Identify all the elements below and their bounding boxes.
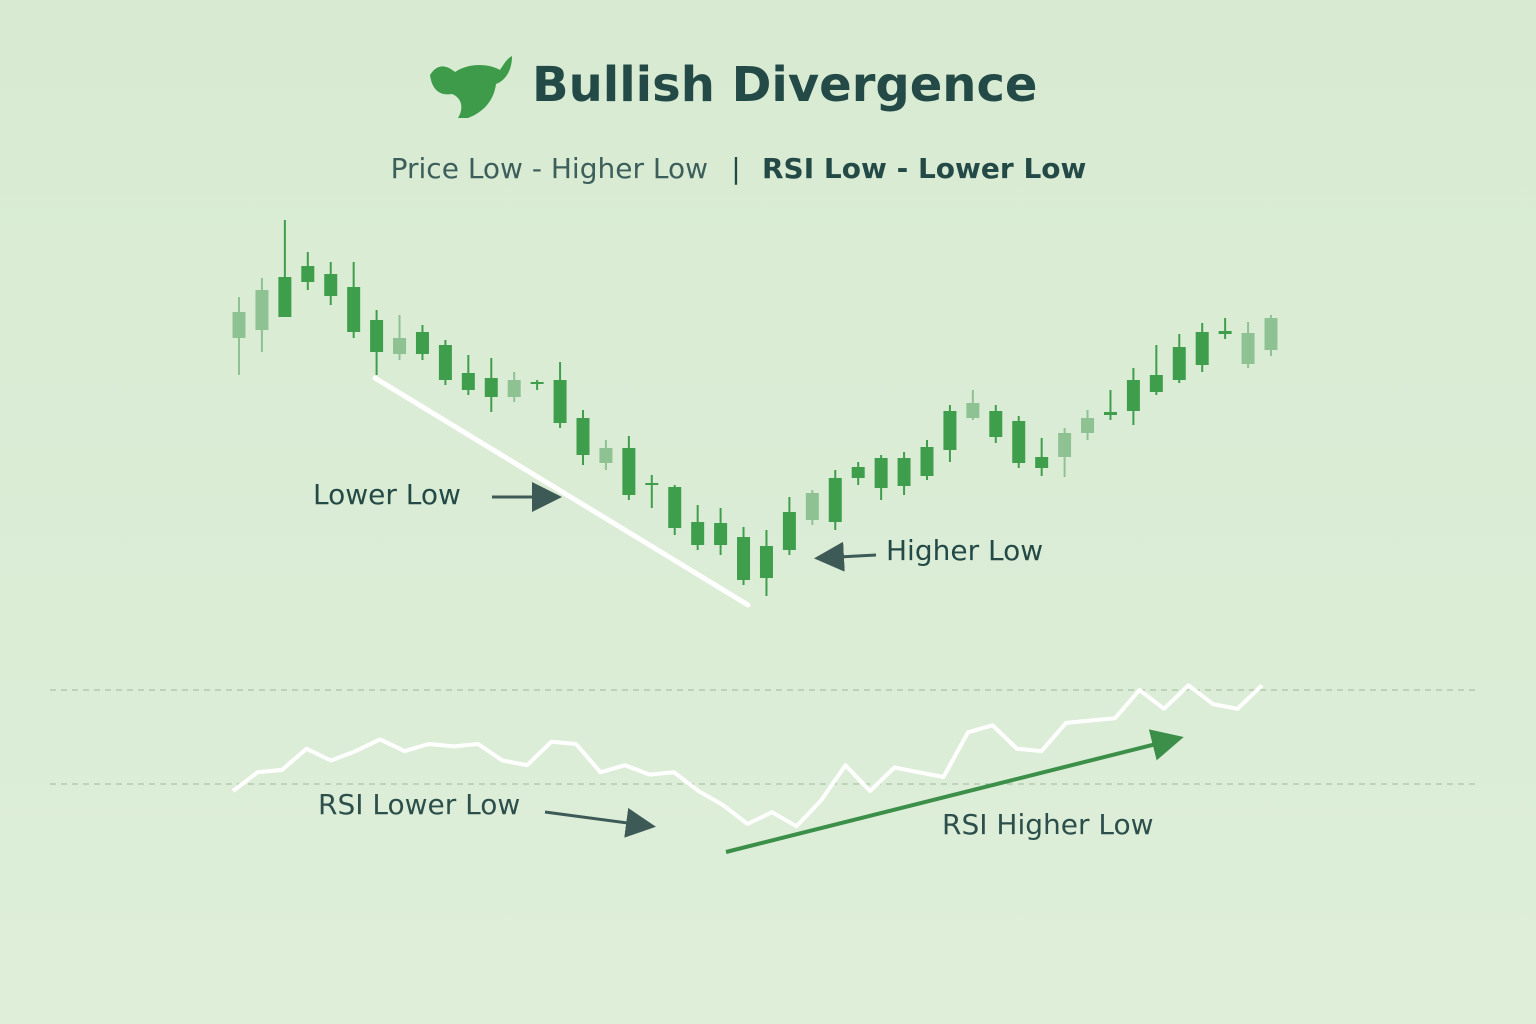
candle-body [828, 478, 842, 522]
candles [232, 220, 1278, 596]
candle-body [1081, 418, 1095, 433]
candle-body [691, 522, 705, 545]
candle-body [714, 523, 728, 545]
candle-body [668, 487, 682, 528]
candle-body [1241, 333, 1255, 364]
candle-body [232, 312, 246, 338]
annotation: Lower Low [313, 478, 461, 511]
candle-body [599, 448, 613, 463]
bull-icon [430, 56, 512, 118]
candle-body [576, 418, 590, 455]
candle-body [1172, 347, 1186, 380]
candle-body [622, 448, 636, 495]
candle-body [1103, 412, 1117, 415]
candle-body [1035, 457, 1049, 468]
candle-body [484, 378, 498, 397]
candle-body [415, 332, 429, 354]
annotation: Higher Low [886, 534, 1043, 567]
candle-body [943, 411, 957, 450]
candle-body [1149, 375, 1163, 392]
candle-body [782, 512, 796, 550]
rsi-trend-arrow [725, 729, 1184, 854]
candle-body [370, 320, 384, 352]
candle-body [278, 277, 292, 317]
candle-body [920, 447, 934, 476]
subtitle-left: Price Low - Higher Low [391, 152, 708, 185]
candle-body [461, 373, 475, 390]
candle-body [507, 380, 521, 397]
annotation: RSI Lower Low [318, 788, 520, 821]
candle-body [553, 380, 567, 423]
candle-body [530, 382, 544, 384]
candle-body [851, 467, 865, 478]
candle-body [759, 546, 773, 578]
annotation: RSI Higher Low [942, 808, 1154, 841]
rsi-line [231, 683, 1264, 829]
subtitle-right: RSI Low - Lower Low [762, 152, 1086, 185]
candle-body [805, 493, 819, 520]
candle-body [255, 290, 269, 330]
candle-body [1264, 318, 1278, 350]
candle-body [347, 287, 361, 332]
subtitle-separator: | [731, 152, 740, 185]
candle-body [874, 458, 888, 488]
annotation-arrow [814, 541, 877, 572]
rsi-panel [50, 683, 1475, 829]
candle-body [438, 345, 452, 380]
candle-body [1058, 433, 1072, 457]
candle-body [1126, 380, 1140, 411]
candle-body [1218, 331, 1232, 334]
candle-body [324, 274, 338, 296]
candle-body [966, 403, 980, 418]
candle-body [1012, 421, 1026, 463]
candle-body [989, 411, 1003, 437]
candle-body [737, 537, 751, 580]
candle-body [301, 266, 315, 282]
annotation-arrow [544, 807, 656, 838]
candle-body [645, 483, 659, 485]
candle-body [897, 458, 911, 486]
candle-body [393, 338, 407, 354]
candle-body [1195, 332, 1209, 365]
title: Bullish Divergence [532, 57, 1037, 113]
